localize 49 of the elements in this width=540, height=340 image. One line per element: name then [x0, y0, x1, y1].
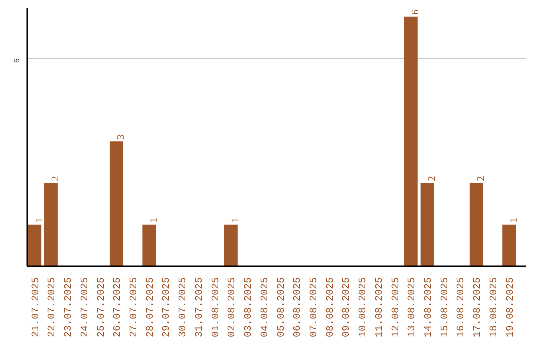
x-tick-label: 06.08.2025: [293, 277, 304, 338]
data-label: 3: [116, 134, 128, 140]
x-tick-label: 29.07.2025: [162, 277, 174, 338]
x-tick-label: 21.07.2025: [31, 277, 42, 338]
bar: [470, 183, 484, 266]
bar: [404, 16, 418, 266]
data-label: 6: [410, 10, 422, 15]
bar: [44, 183, 58, 266]
x-tick-label: 30.07.2025: [178, 277, 190, 338]
x-tick-label: 26.07.2025: [113, 277, 124, 338]
x-tick-label: 16.08.2025: [456, 277, 468, 338]
bar: [28, 224, 42, 266]
x-tick-label: 12.08.2025: [391, 277, 402, 338]
x-tick-label: 10.08.2025: [358, 277, 370, 338]
x-tick-label: 03.08.2025: [244, 277, 256, 338]
x-tick-label: 27.07.2025: [130, 277, 141, 338]
x-tick-label: 11.08.2025: [374, 277, 386, 338]
x-tick-label: 18.08.2025: [489, 277, 500, 338]
x-tick-label: 19.08.2025: [506, 277, 517, 338]
x-tick-label: 05.08.2025: [276, 277, 288, 338]
data-label: 2: [476, 176, 488, 182]
bar: [142, 224, 156, 266]
x-tick-label: 08.08.2025: [326, 277, 337, 338]
data-label: 1: [508, 218, 520, 223]
x-tick-label: 02.08.2025: [228, 277, 239, 338]
data-label: 2: [427, 176, 438, 182]
x-tick-label: 09.08.2025: [342, 277, 354, 338]
x-tick-label: 13.08.2025: [408, 277, 419, 338]
x-tick-label: 17.08.2025: [473, 277, 484, 338]
x-tick-label: 24.07.2025: [80, 277, 92, 338]
data-label: 1: [148, 218, 160, 223]
data-label: 1: [34, 218, 46, 223]
x-tick-label: 07.08.2025: [309, 277, 320, 338]
x-tick-label: 28.07.2025: [146, 277, 157, 338]
x-tick-label: 04.08.2025: [260, 277, 272, 338]
bar: [502, 224, 516, 266]
x-tick-label: 15.08.2025: [440, 277, 452, 338]
x-tick-label: 25.07.2025: [96, 277, 108, 338]
x-tick-label: 14.08.2025: [424, 277, 436, 338]
bar: [224, 224, 238, 266]
x-tick-label: 01.08.2025: [211, 277, 222, 338]
bar: [110, 142, 124, 266]
data-label: 2: [50, 176, 62, 182]
x-tick-label: 22.07.2025: [48, 277, 59, 338]
data-label: 1: [230, 218, 242, 223]
bar: [420, 183, 434, 266]
x-tick-label: 23.07.2025: [64, 277, 76, 338]
y-tick-label: 5: [14, 58, 22, 64]
x-tick-label: 31.07.2025: [194, 277, 206, 338]
